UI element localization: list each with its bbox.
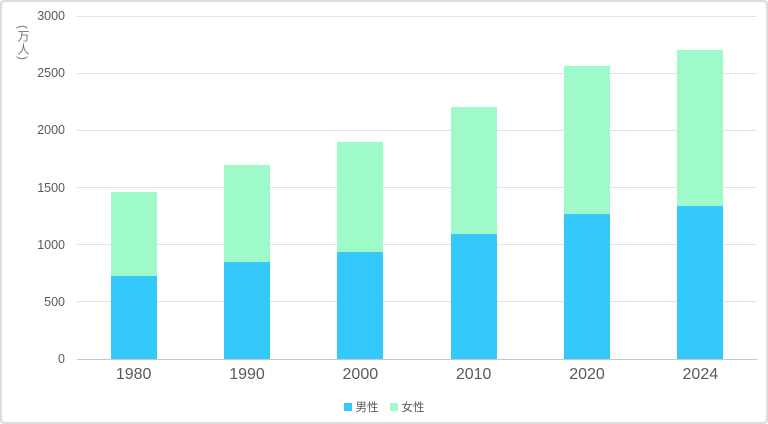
x-axis-baseline bbox=[77, 358, 757, 360]
bar-segment-2020 bbox=[564, 65, 610, 215]
y-tick-label: 2500 bbox=[37, 66, 65, 81]
x-tick-label: 1990 bbox=[229, 366, 265, 383]
bar-segment-2000 bbox=[337, 142, 384, 252]
bar-segment-2000 bbox=[337, 251, 384, 359]
grid-line bbox=[77, 129, 757, 131]
grid-line bbox=[77, 187, 757, 188]
legend-swatch-icon bbox=[343, 403, 352, 411]
y-tick-label: 2000 bbox=[37, 123, 65, 138]
x-tick-label: 2000 bbox=[342, 366, 379, 383]
legend-label: 女性 bbox=[401, 402, 425, 414]
legend-item: 女性 bbox=[389, 399, 425, 415]
grid-line bbox=[77, 15, 757, 17]
legend: 男性 女性 bbox=[2, 399, 766, 415]
legend-swatch-icon bbox=[389, 403, 398, 411]
x-tick-label: 2020 bbox=[569, 366, 605, 383]
bar-segment-1980 bbox=[110, 276, 157, 359]
legend-item: 男性 bbox=[343, 399, 379, 415]
x-tick-label: 2010 bbox=[455, 366, 492, 383]
bar-segment-2020 bbox=[564, 214, 610, 359]
legend-label: 男性 bbox=[355, 402, 379, 414]
bar-segment-1990 bbox=[224, 164, 270, 262]
bar-segment-1990 bbox=[224, 261, 270, 359]
bar-segment-2024 bbox=[677, 49, 724, 207]
bar-segment-2024 bbox=[677, 206, 724, 359]
grid-line bbox=[77, 244, 757, 246]
y-tick-label: 0 bbox=[58, 352, 65, 366]
y-tick-label: 1500 bbox=[37, 180, 65, 195]
bar-segment-1980 bbox=[110, 192, 157, 277]
y-tick-label: 1000 bbox=[37, 237, 65, 252]
bar-segment-2010 bbox=[450, 107, 497, 235]
y-axis-unit-label: (万人) bbox=[16, 25, 30, 61]
bar-segment-2010 bbox=[450, 234, 497, 359]
x-tick-label: 2024 bbox=[682, 366, 719, 383]
grid-line bbox=[77, 72, 757, 74]
grid-line bbox=[77, 301, 757, 303]
x-tick-label: 1980 bbox=[115, 366, 152, 383]
y-tick-label: 500 bbox=[44, 294, 65, 309]
y-tick-label: 3000 bbox=[37, 9, 65, 23]
